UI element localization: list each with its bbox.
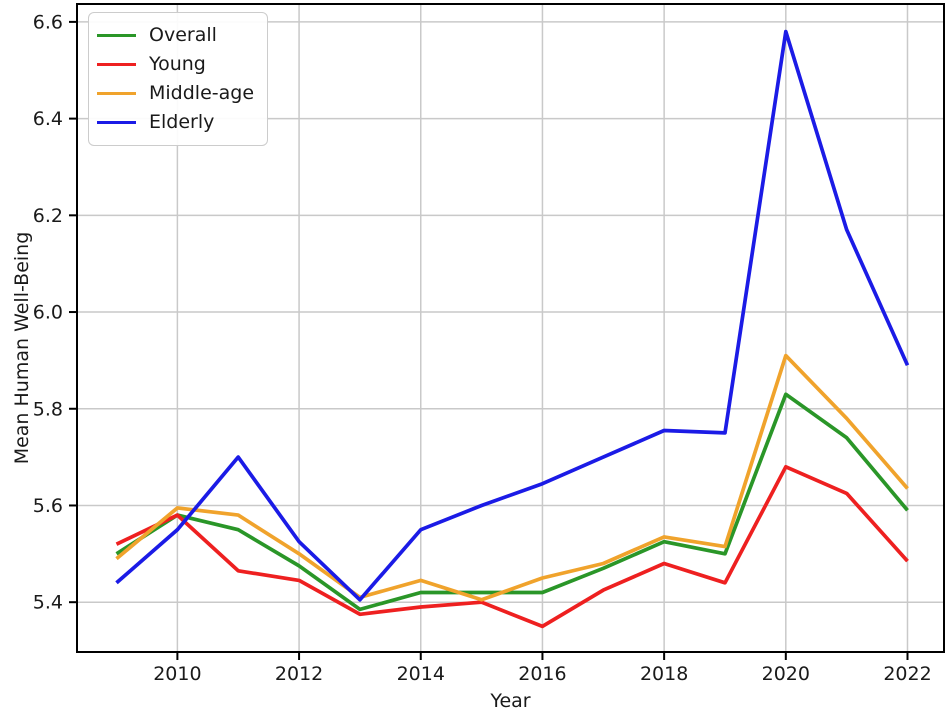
legend-item-young: Young bbox=[97, 50, 257, 79]
young-line-swatch bbox=[97, 62, 136, 67]
legend-label-middle-age: Middle-age bbox=[149, 82, 255, 104]
legend-item-overall: Overall bbox=[97, 21, 257, 50]
x-tick-label: 2016 bbox=[518, 663, 566, 685]
y-tick-label: 6.2 bbox=[33, 205, 63, 227]
legend-item-middle-age: Middle-age bbox=[97, 79, 257, 108]
series-line-elderly bbox=[115, 29, 910, 602]
y-axis-label: Mean Human Well-Being bbox=[11, 231, 33, 465]
legend: Overall Young Middle-age Elderly bbox=[88, 12, 268, 146]
legend-label-overall: Overall bbox=[149, 24, 217, 46]
elderly-line-swatch bbox=[97, 120, 136, 125]
x-axis-label: Year bbox=[490, 690, 531, 712]
plot-border bbox=[76, 3, 945, 653]
x-tick-label: 2018 bbox=[640, 663, 688, 685]
series-line-overall bbox=[115, 392, 909, 612]
y-tick-label: 6.0 bbox=[33, 302, 63, 324]
x-tick-label: 2014 bbox=[397, 663, 445, 685]
series-line-middle-age bbox=[115, 353, 909, 602]
y-tick-label: 5.6 bbox=[33, 495, 63, 517]
x-tick-label: 2020 bbox=[762, 663, 810, 685]
y-tick-label: 6.6 bbox=[33, 11, 63, 33]
y-tick-label: 6.4 bbox=[33, 108, 63, 130]
series-line-young bbox=[115, 464, 909, 629]
y-tick-label: 5.8 bbox=[33, 398, 63, 420]
x-tick-label: 2010 bbox=[153, 663, 201, 685]
x-tick-label: 2022 bbox=[883, 663, 931, 685]
middle-age-line-swatch bbox=[97, 91, 136, 96]
x-tick-label: 2012 bbox=[275, 663, 323, 685]
overall-line-swatch bbox=[97, 33, 136, 38]
y-tick-label: 5.4 bbox=[33, 592, 63, 614]
legend-item-elderly: Elderly bbox=[97, 108, 257, 137]
legend-label-elderly: Elderly bbox=[149, 111, 215, 133]
legend-label-young: Young bbox=[149, 53, 206, 75]
